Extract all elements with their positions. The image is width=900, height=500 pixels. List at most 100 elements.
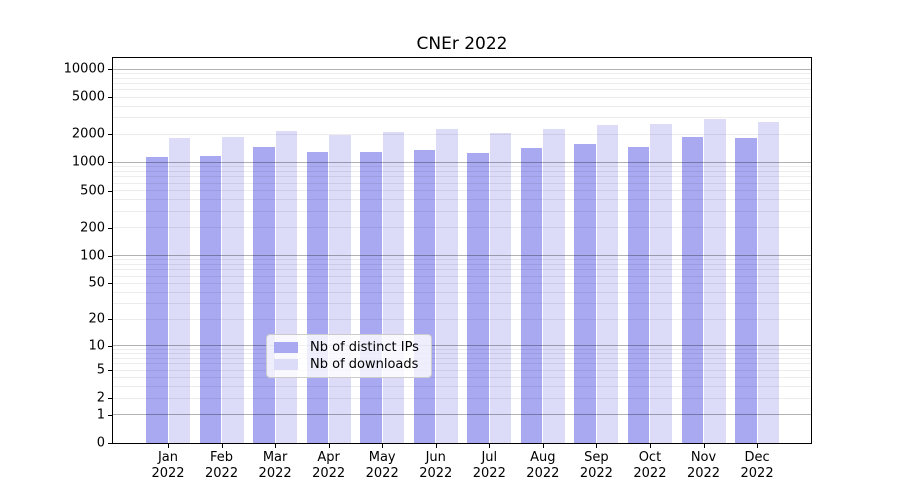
grid-line-minor (113, 397, 811, 399)
bar-distinct-ips (627, 146, 650, 443)
x-axis-tick (435, 444, 437, 448)
x-tick-label-month: Aug (530, 450, 556, 465)
x-tick-label: Aug 2022 (513, 450, 573, 482)
y-tick-label: 5 (96, 362, 105, 378)
y-tick-label: 2 (96, 390, 105, 406)
grid-line-minor (113, 72, 811, 74)
grid-line-minor (113, 227, 811, 229)
x-tick-label-month: Mar (262, 450, 288, 465)
x-axis-tick (703, 444, 705, 448)
legend-label-distinct-ips: Nb of distinct IPs (310, 340, 419, 355)
bar-downloads (596, 124, 619, 443)
y-axis-tick (108, 345, 112, 347)
grid-line-minor (113, 363, 811, 365)
grid-line-minor (113, 210, 811, 212)
x-tick-label: Jan 2022 (138, 450, 198, 482)
x-tick-label-year: 2022 (526, 466, 560, 481)
grid-line-minor (113, 377, 811, 379)
bar-downloads (704, 118, 726, 443)
grid-line-minor (113, 77, 811, 79)
bar-distinct-ips (681, 137, 703, 443)
bar-distinct-ips (306, 151, 329, 443)
grid-line-minor (113, 199, 811, 201)
grid-line-minor (113, 166, 811, 168)
x-tick-label-month: May (368, 450, 396, 465)
x-axis-tick (382, 444, 384, 448)
grid-line-minor (113, 89, 811, 91)
y-axis-tick (108, 255, 112, 257)
y-tick-label: 50 (88, 275, 105, 291)
x-tick-label: Apr 2022 (299, 450, 359, 482)
x-tick-label-month: Feb (210, 450, 234, 465)
x-tick-label-year: 2022 (633, 466, 667, 481)
bar-distinct-ips (467, 153, 489, 443)
x-tick-label-year: 2022 (151, 466, 185, 481)
bar-distinct-ips (199, 156, 222, 443)
y-tick-label: 1 (96, 407, 105, 423)
y-tick-label: 200 (80, 220, 105, 236)
y-axis-tick (108, 134, 112, 136)
x-tick-label-month: Dec (744, 450, 770, 465)
grid-line-minor (113, 96, 811, 98)
grid-line-minor (113, 275, 811, 277)
x-axis-tick (168, 444, 169, 448)
y-tick-label: 1000 (71, 154, 105, 170)
legend-label-downloads: Nb of downloads (310, 357, 419, 372)
bar-downloads (329, 134, 351, 443)
x-tick-label-year: 2022 (365, 466, 399, 481)
bar-downloads (436, 129, 458, 443)
grid-line-minor (113, 269, 811, 271)
y-axis-tick (108, 162, 112, 164)
bar-downloads (168, 137, 190, 443)
x-tick-label: Feb 2022 (192, 450, 252, 482)
legend-item-downloads: Nb of downloads (274, 357, 423, 372)
x-tick-label-month: Apr (317, 450, 340, 465)
y-axis-tick (108, 414, 112, 416)
grid-line-minor (113, 303, 811, 305)
plot-area (112, 57, 812, 444)
bar-distinct-ips (413, 150, 436, 443)
grid-line-minor (113, 349, 811, 350)
y-tick-label: 10000 (63, 61, 105, 77)
grid-line-major (113, 255, 811, 257)
grid-line-minor (113, 291, 811, 293)
y-tick-label: 500 (80, 183, 105, 199)
grid-line-minor (113, 176, 811, 178)
x-tick-label-year: 2022 (258, 466, 292, 481)
grid-line-minor (113, 369, 811, 371)
x-tick-label: Dec 2022 (727, 450, 787, 482)
y-axis-tick (108, 227, 112, 229)
x-axis-tick (489, 444, 491, 448)
x-tick-label: Mar 2022 (245, 450, 305, 482)
x-tick-label-year: 2022 (205, 466, 239, 481)
legend-swatch-distinct-ips (274, 342, 298, 353)
x-axis-tick (275, 444, 277, 448)
y-axis-tick (108, 283, 112, 285)
bar-distinct-ips (146, 157, 168, 443)
y-axis-tick (108, 319, 112, 321)
grid-line-minor (113, 386, 811, 388)
chart-title: CNEr 2022 (416, 34, 508, 54)
y-axis-tick (108, 190, 112, 192)
x-axis-tick (596, 444, 598, 448)
grid-line-minor (113, 282, 811, 284)
x-tick-label: Oct 2022 (620, 450, 680, 482)
bar-distinct-ips (360, 151, 382, 443)
grid-line-minor (113, 133, 811, 135)
x-tick-label-month: Nov (690, 450, 717, 465)
x-tick-label-year: 2022 (419, 466, 453, 481)
grid-line-minor (113, 182, 811, 184)
y-tick-label: 100 (80, 248, 105, 264)
x-tick-label-month: Jan (157, 450, 179, 465)
grid-line-minor (113, 318, 811, 320)
x-tick-label: Sep 2022 (566, 450, 626, 482)
x-tick-label-year: 2022 (686, 466, 721, 481)
grid-line-major (113, 414, 811, 416)
x-tick-label-month: Sep (584, 450, 609, 465)
x-tick-label: Jul 2022 (459, 450, 519, 482)
x-tick-label-year: 2022 (312, 466, 346, 481)
x-tick-label-year: 2022 (579, 466, 613, 481)
grid-line-minor (113, 105, 811, 107)
x-tick-label: Jun 2022 (406, 450, 466, 482)
